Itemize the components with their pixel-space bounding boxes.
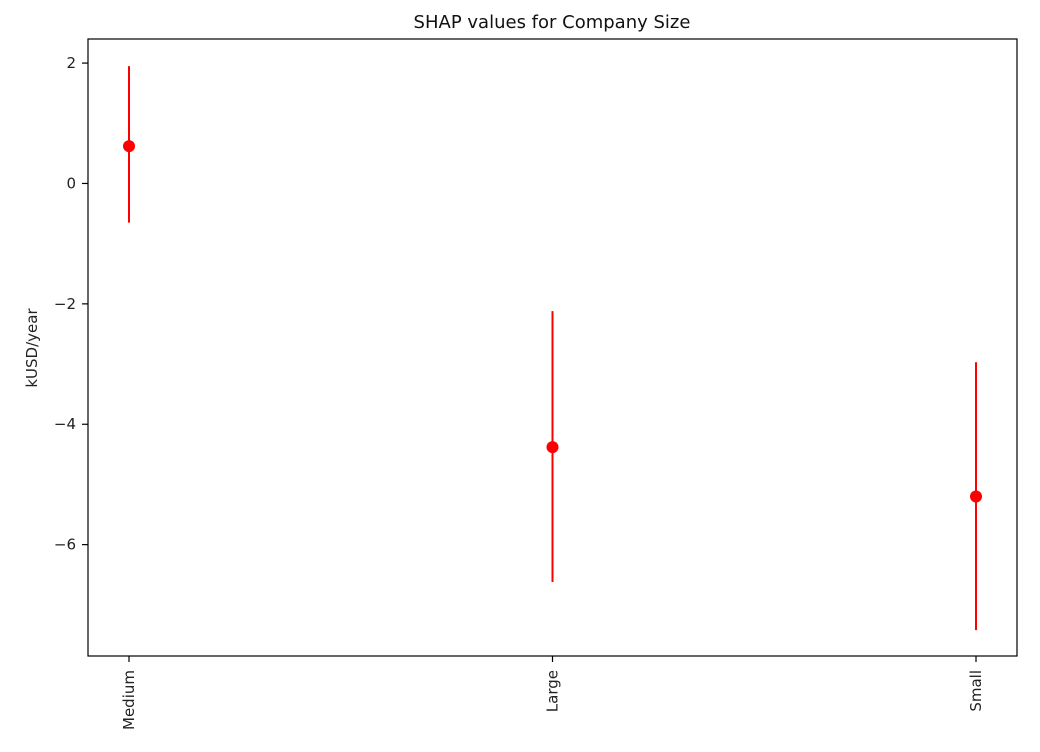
- x-tick-label: Medium: [120, 670, 138, 730]
- x-tick-label: Small: [967, 670, 985, 712]
- data-point: [546, 441, 559, 454]
- y-tick-label: −6: [54, 536, 76, 554]
- data-point: [970, 490, 982, 503]
- plot-frame: [87, 38, 1018, 657]
- plot-area: 2 0 −2 −4 −6 Medium Large Small: [54, 54, 985, 730]
- y-tick-label: −4: [54, 415, 76, 433]
- y-tick-label: 2: [66, 54, 76, 72]
- x-tick-label: Large: [544, 670, 562, 712]
- y-axis-label: kUSD/year: [23, 308, 41, 388]
- y-tick-label: −2: [54, 295, 76, 313]
- data-point: [123, 140, 135, 153]
- y-tick-label: 0: [66, 174, 76, 192]
- chart-title: SHAP values for Company Size: [414, 12, 691, 33]
